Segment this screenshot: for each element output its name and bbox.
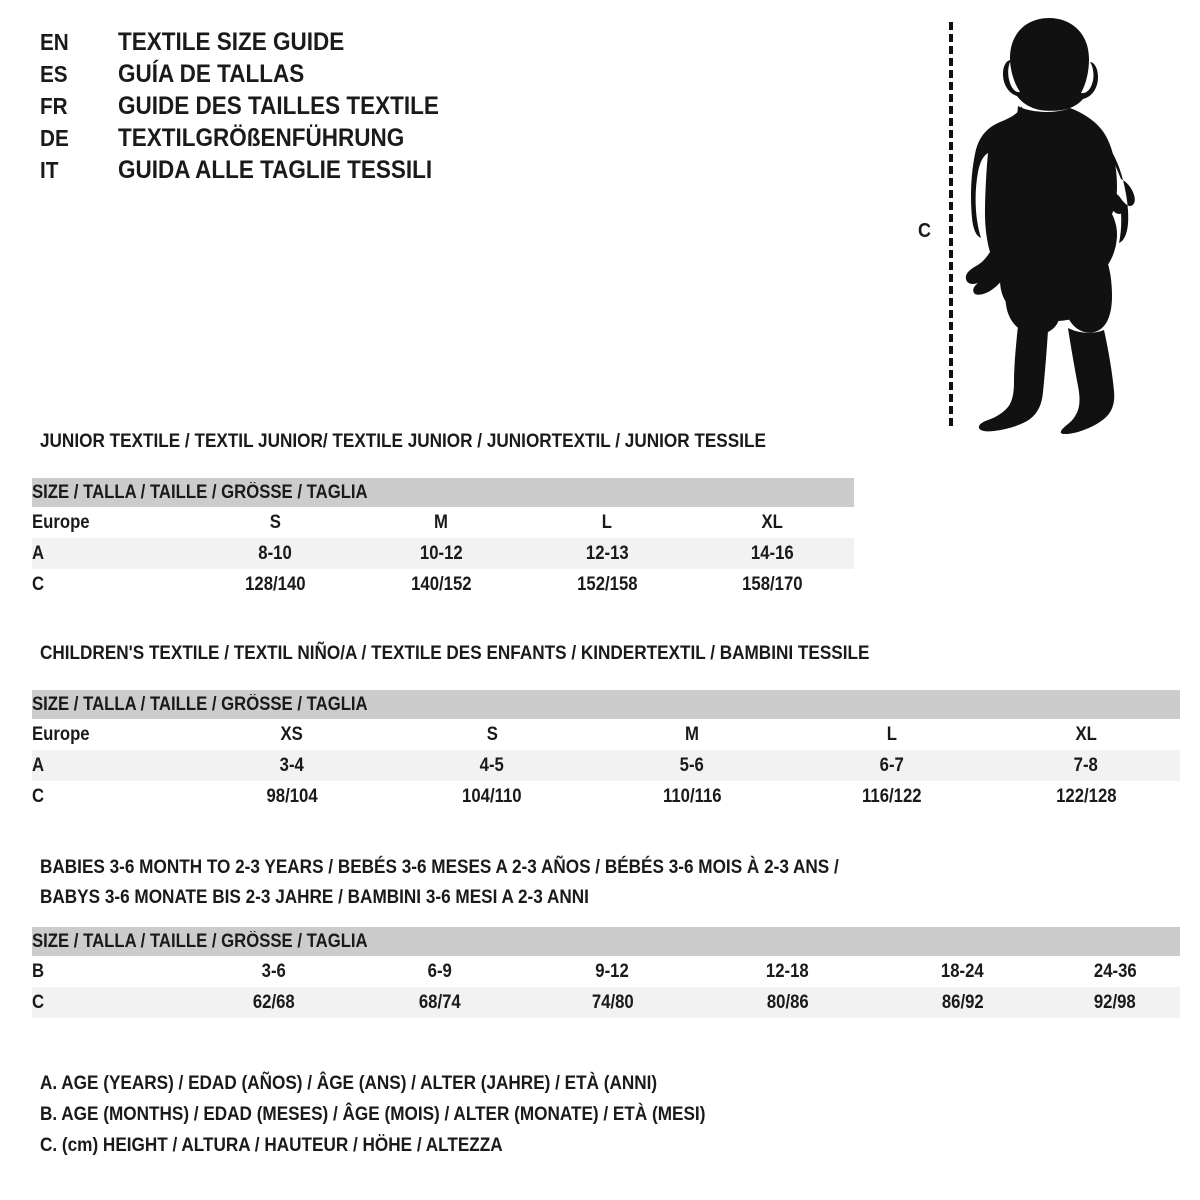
junior-size-s: S — [192, 507, 358, 538]
language-code-es: ES — [40, 61, 68, 87]
junior-size-l: L — [524, 507, 690, 538]
height-reference-figure: C — [900, 8, 1160, 438]
language-code-de: DE — [40, 125, 69, 151]
children-size-xl: XL — [992, 719, 1181, 750]
language-row-en: EN TEXTILE SIZE GUIDE — [40, 28, 860, 60]
children-size-xs: XS — [192, 719, 392, 750]
junior-row-label-a: A — [32, 538, 192, 569]
babies-height-col5: 86/92 — [875, 987, 1050, 1018]
junior-age-l: 12-13 — [524, 538, 690, 569]
babies-age-col4: 12-18 — [700, 956, 875, 987]
babies-height-col2: 68/74 — [355, 987, 525, 1018]
babies-band-row: SIZE / TALLA / TAILLE / GRÖSSE / TAGLIA — [32, 927, 1181, 956]
children-size-l: L — [792, 719, 992, 750]
children-age-s: 4-5 — [392, 750, 592, 781]
language-row-de: DE TEXTILGRÖßENFÜHRUNG — [40, 124, 860, 156]
junior-row-label-c: C — [32, 569, 192, 600]
children-age-xs: 3-4 — [192, 750, 392, 781]
junior-band-label: SIZE / TALLA / TAILLE / GRÖSSE / TAGLIA — [32, 478, 854, 507]
language-title-fr: GUIDE DES TAILLES TEXTILE — [118, 92, 439, 120]
section-heading-babies-line2: BABYS 3-6 MONATE BIS 2-3 JAHRE / BAMBINI… — [40, 886, 589, 908]
children-band-row: SIZE / TALLA / TAILLE / GRÖSSE / TAGLIA — [32, 690, 1181, 719]
children-size-m: M — [592, 719, 792, 750]
babies-row-label-b: B — [32, 956, 192, 987]
junior-height-s: 128/140 — [192, 569, 358, 600]
language-row-it: IT GUIDA ALLE TAGLIE TESSILI — [40, 156, 860, 188]
babies-age-col6: 24-36 — [1050, 956, 1181, 987]
language-row-fr: FR GUIDE DES TAILLES TEXTILE — [40, 92, 860, 124]
language-title-es: GUÍA DE TALLAS — [118, 60, 305, 88]
babies-height-col4: 80/86 — [700, 987, 875, 1018]
language-code-en: EN — [40, 29, 69, 55]
language-title-block: EN TEXTILE SIZE GUIDE ES GUÍA DE TALLAS … — [40, 28, 860, 188]
children-age-l: 6-7 — [792, 750, 992, 781]
height-measure-label: C — [918, 220, 932, 242]
section-heading-junior: JUNIOR TEXTILE / TEXTIL JUNIOR/ TEXTILE … — [40, 430, 766, 452]
language-title-en: TEXTILE SIZE GUIDE — [118, 28, 345, 56]
table-row: B 3-6 6-9 9-12 12-18 18-24 24-36 — [32, 956, 1181, 987]
junior-size-xl: XL — [690, 507, 854, 538]
junior-size-table: SIZE / TALLA / TAILLE / GRÖSSE / TAGLIA … — [32, 478, 854, 600]
babies-age-col5: 18-24 — [875, 956, 1050, 987]
table-row: C 62/68 68/74 74/80 80/86 86/92 92/98 — [32, 987, 1181, 1018]
children-band-label: SIZE / TALLA / TAILLE / GRÖSSE / TAGLIA — [32, 690, 1181, 719]
babies-age-col2: 6-9 — [355, 956, 525, 987]
section-heading-babies: BABIES 3-6 MONTH TO 2-3 YEARS / BEBÉS 3-… — [40, 852, 920, 912]
table-row: A 3-4 4-5 5-6 6-7 7-8 — [32, 750, 1181, 781]
children-height-xl: 122/128 — [992, 781, 1181, 812]
babies-age-col3: 9-12 — [525, 956, 700, 987]
children-row-label-c: C — [32, 781, 192, 812]
language-title-it: GUIDA ALLE TAGLIE TESSILI — [118, 156, 433, 184]
babies-row-label-c: C — [32, 987, 192, 1018]
junior-height-m: 140/152 — [358, 569, 524, 600]
babies-size-table: SIZE / TALLA / TAILLE / GRÖSSE / TAGLIA … — [32, 927, 1181, 1018]
children-row-label-a: A — [32, 750, 192, 781]
table-row: A 8-10 10-12 12-13 14-16 — [32, 538, 854, 569]
table-row: C 128/140 140/152 152/158 158/170 — [32, 569, 854, 600]
table-row: C 98/104 104/110 110/116 116/122 122/128 — [32, 781, 1181, 812]
legend-line-a: A. AGE (YEARS) / EDAD (AÑOS) / ÂGE (ANS)… — [40, 1072, 658, 1094]
children-row-label-europe: Europe — [32, 719, 192, 750]
babies-height-col3: 74/80 — [525, 987, 700, 1018]
children-age-m: 5-6 — [592, 750, 792, 781]
measurement-legend: A. AGE (YEARS) / EDAD (AÑOS) / ÂGE (ANS)… — [40, 1068, 940, 1161]
section-heading-babies-line1: BABIES 3-6 MONTH TO 2-3 YEARS / BEBÉS 3-… — [40, 856, 839, 878]
junior-size-m: M — [358, 507, 524, 538]
legend-line-c: C. (cm) HEIGHT / ALTURA / HAUTEUR / HÖHE… — [40, 1134, 503, 1156]
height-dashed-line — [949, 22, 953, 426]
children-height-l: 116/122 — [792, 781, 992, 812]
babies-age-col1: 3-6 — [192, 956, 355, 987]
babies-height-col1: 62/68 — [192, 987, 355, 1018]
junior-row-label-europe: Europe — [32, 507, 192, 538]
language-row-es: ES GUÍA DE TALLAS — [40, 60, 860, 92]
junior-height-l: 152/158 — [524, 569, 690, 600]
children-size-table: SIZE / TALLA / TAILLE / GRÖSSE / TAGLIA … — [32, 690, 1181, 812]
junior-age-m: 10-12 — [358, 538, 524, 569]
junior-band-row: SIZE / TALLA / TAILLE / GRÖSSE / TAGLIA — [32, 478, 854, 507]
children-size-s: S — [392, 719, 592, 750]
junior-height-xl: 158/170 — [690, 569, 854, 600]
language-code-fr: FR — [40, 93, 68, 119]
children-height-m: 110/116 — [592, 781, 792, 812]
table-row: Europe S M L XL — [32, 507, 854, 538]
children-age-xl: 7-8 — [992, 750, 1181, 781]
children-height-s: 104/110 — [392, 781, 592, 812]
section-heading-children: CHILDREN'S TEXTILE / TEXTIL NIÑO/A / TEX… — [40, 642, 870, 664]
legend-line-b: B. AGE (MONTHS) / EDAD (MESES) / ÂGE (MO… — [40, 1103, 706, 1125]
child-silhouette-icon — [965, 18, 1135, 434]
table-row: Europe XS S M L XL — [32, 719, 1181, 750]
children-height-xs: 98/104 — [192, 781, 392, 812]
babies-height-col6: 92/98 — [1050, 987, 1181, 1018]
junior-age-xl: 14-16 — [690, 538, 854, 569]
junior-age-s: 8-10 — [192, 538, 358, 569]
language-code-it: IT — [40, 157, 59, 183]
language-title-de: TEXTILGRÖßENFÜHRUNG — [118, 124, 405, 152]
babies-band-label: SIZE / TALLA / TAILLE / GRÖSSE / TAGLIA — [32, 927, 1181, 956]
